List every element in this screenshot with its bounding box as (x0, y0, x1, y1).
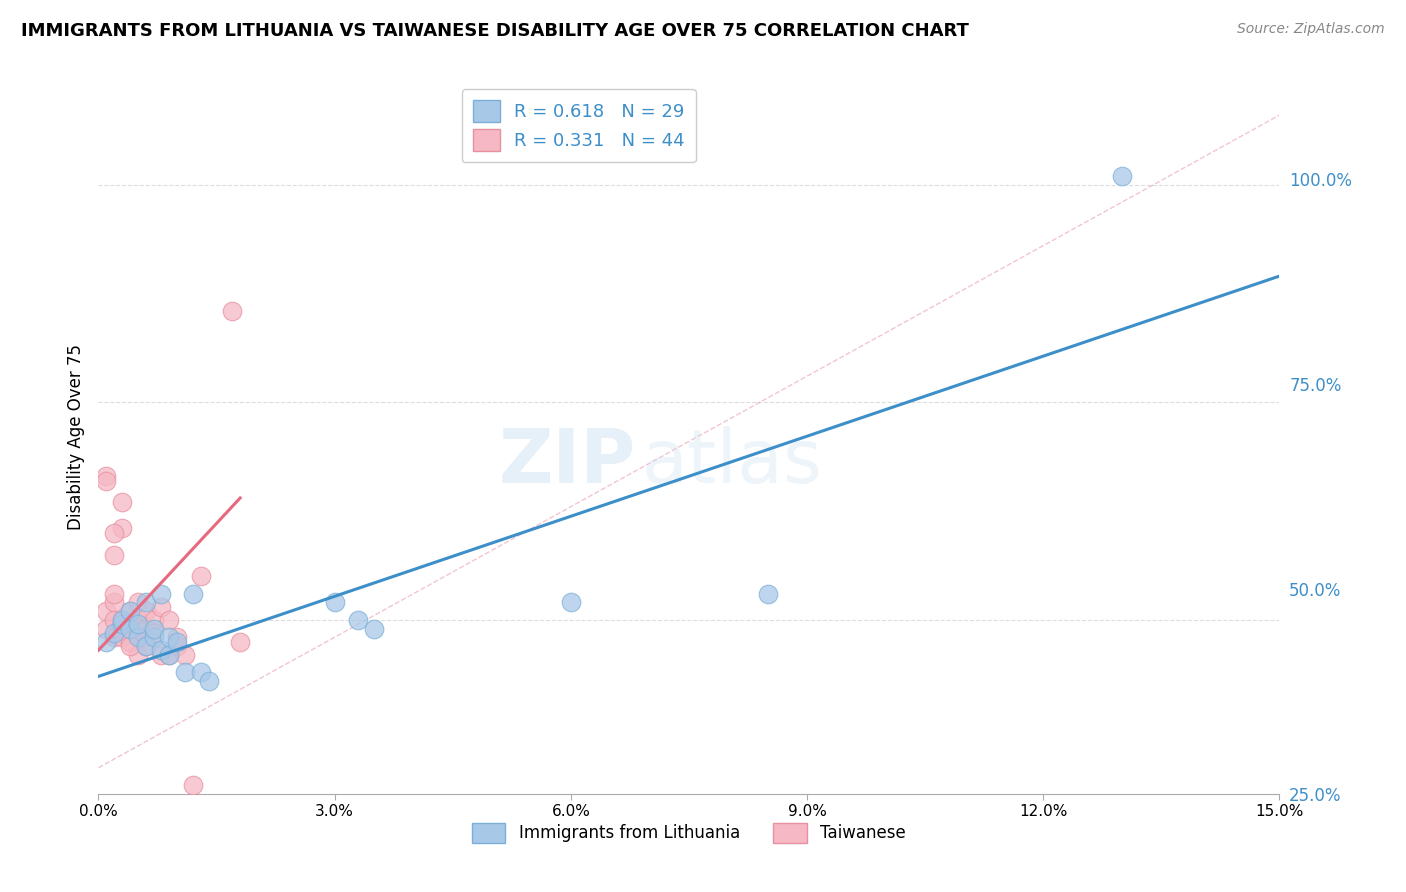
Legend: Immigrants from Lithuania, Taiwanese: Immigrants from Lithuania, Taiwanese (465, 816, 912, 850)
Point (111, 613, 134, 627)
Point (197, 813, 219, 827)
Point (103, 595, 125, 609)
Point (111, 622, 134, 636)
Point (166, 634, 188, 648)
Point (103, 613, 125, 627)
Point (174, 648, 197, 662)
Point (347, 613, 370, 627)
Point (127, 617, 149, 632)
Point (142, 630, 165, 644)
Text: IMMIGRANTS FROM LITHUANIA VS TAIWANESE DISABILITY AGE OVER 75 CORRELATION CHART: IMMIGRANTS FROM LITHUANIA VS TAIWANESE D… (21, 22, 969, 40)
Point (103, 630, 125, 644)
Point (214, 856, 236, 871)
Point (181, 778, 204, 792)
Point (96, 604, 118, 618)
Point (111, 630, 134, 644)
Y-axis label: Disability Age Over 75: Disability Age Over 75 (66, 344, 84, 530)
Point (229, 634, 252, 648)
Point (103, 587, 125, 601)
Point (1111, 169, 1133, 183)
Point (150, 599, 173, 614)
Point (181, 822, 204, 836)
Point (135, 604, 157, 618)
Point (127, 648, 149, 662)
Point (96, 622, 118, 636)
Point (166, 630, 188, 644)
Point (103, 548, 125, 562)
Point (150, 643, 173, 657)
Point (157, 648, 180, 662)
Point (157, 630, 180, 644)
Point (96, 469, 118, 483)
Point (118, 622, 141, 636)
Point (135, 595, 157, 609)
Text: atlas: atlas (641, 425, 823, 499)
Point (111, 495, 134, 509)
Point (127, 613, 149, 627)
Point (118, 634, 141, 648)
Point (197, 673, 219, 688)
Point (166, 639, 188, 653)
Point (118, 604, 141, 618)
Point (142, 622, 165, 636)
Point (135, 630, 157, 644)
Point (221, 304, 243, 318)
Point (135, 622, 157, 636)
Point (118, 639, 141, 653)
Point (560, 595, 582, 609)
Point (127, 630, 149, 644)
Point (150, 648, 173, 662)
Point (323, 595, 346, 609)
Point (166, 813, 188, 827)
Point (363, 622, 385, 636)
Point (174, 665, 197, 679)
Point (157, 613, 180, 627)
Point (135, 639, 157, 653)
Point (181, 587, 204, 601)
Point (142, 613, 165, 627)
Point (190, 665, 212, 679)
Point (190, 569, 212, 583)
Point (127, 595, 149, 609)
Point (96, 474, 118, 488)
Point (111, 617, 134, 632)
Point (103, 525, 125, 540)
Point (756, 587, 779, 601)
Text: ZIP: ZIP (499, 425, 636, 499)
Point (111, 613, 134, 627)
Point (150, 587, 173, 601)
Point (127, 622, 149, 636)
Point (111, 521, 134, 535)
Point (142, 626, 165, 640)
Point (103, 626, 125, 640)
Point (205, 843, 228, 857)
Point (157, 648, 180, 662)
Text: Source: ZipAtlas.com: Source: ZipAtlas.com (1237, 22, 1385, 37)
Point (135, 639, 157, 653)
Point (96, 634, 118, 648)
Point (118, 604, 141, 618)
